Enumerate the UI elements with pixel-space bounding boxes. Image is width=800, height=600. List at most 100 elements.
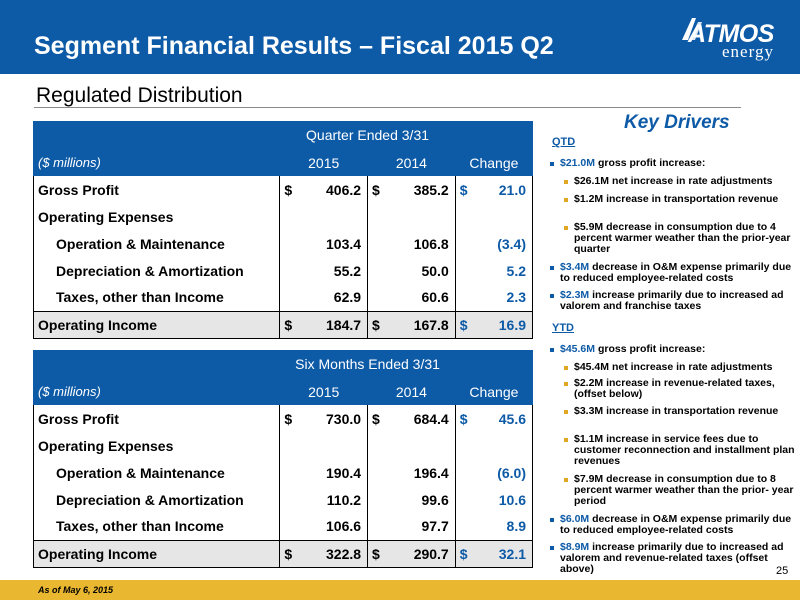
cell-value: 16.9 (498, 316, 526, 333)
row-label: Gross Profit (32, 405, 281, 432)
cell-value: 10.6 (498, 491, 526, 508)
driver-text: decrease in O&M expense primarily due to… (560, 261, 792, 284)
bullet-marker-icon (564, 478, 568, 482)
cell-value: 385.2 (413, 181, 449, 198)
cell-value: 290.7 (413, 545, 449, 562)
cell-change: $32.1 (454, 539, 534, 568)
cell-v2015: 106.6 (279, 513, 369, 540)
cell-value: 106.8 (413, 235, 449, 252)
cell-v2014 (367, 203, 456, 230)
row-label: Operating Expenses (32, 432, 281, 459)
driver-bullet: $5.9M decrease in consumption due to 4 p… (564, 221, 798, 255)
cell-v2015: $322.8 (279, 539, 369, 568)
table-row: Depreciation & Amortization 110.2 99.6 10.6 (32, 486, 534, 513)
driver-amount: $6.0M (560, 513, 590, 525)
footer-date-note: As of May 6, 2015 (38, 585, 114, 595)
cell-change: $45.6 (454, 405, 534, 432)
currency-symbol: $ (372, 410, 380, 427)
cell-value-wrap: $45.6 (460, 411, 526, 427)
key-drivers-title: Key Drivers (624, 112, 730, 133)
col-header-change: Change (454, 149, 534, 176)
driver-text: gross profit increase: (595, 343, 706, 355)
bullet-marker-icon (550, 266, 554, 270)
section-subtitle: Regulated Distribution (36, 84, 243, 107)
driver-text: $1.1M increase in service fees due to cu… (574, 433, 795, 467)
cell-change (454, 432, 534, 459)
cell-v2015: $406.2 (279, 176, 369, 203)
cell-v2015: $730.0 (279, 405, 369, 432)
quarter-results-table: Quarter Ended 3/31 ($ millions) 2015 201… (32, 121, 534, 339)
cell-value-wrap: $184.7 (284, 317, 361, 333)
cell-value: 45.6 (498, 410, 526, 427)
units-label: ($ millions) (32, 378, 281, 405)
cell-v2015: 103.4 (279, 230, 369, 257)
cell-value-wrap: $684.4 (372, 411, 449, 427)
bullet-marker-icon (564, 366, 568, 370)
cell-v2014: 50.0 (367, 257, 456, 284)
driver-bullet: $2.3M increase primarily due to increase… (550, 289, 796, 312)
driver-amount: $2.3M (560, 289, 590, 301)
currency-symbol: $ (459, 181, 468, 198)
col-header-2015: 2015 (279, 378, 369, 405)
currency-symbol: $ (459, 410, 468, 427)
currency-symbol: $ (372, 181, 380, 198)
col-header-2014: 2014 (367, 378, 456, 405)
row-label: Operation & Maintenance (32, 230, 281, 257)
driver-text: $5.9M decrease in consumption due to 4 p… (574, 221, 791, 255)
table-header-row: ($ millions) 2015 2014 Change (32, 149, 534, 176)
cell-value: 106.6 (326, 518, 362, 535)
driver-bullet: $3.4M decrease in O&M expense primarily … (550, 261, 796, 284)
driver-text: increase primarily due to increased ad v… (560, 289, 784, 312)
cell-value: 684.4 (413, 410, 449, 427)
cell-change: 2.3 (454, 284, 534, 311)
cell-v2014: $167.8 (367, 310, 456, 339)
period-label: YTD (552, 322, 574, 334)
driver-bullet: $21.0M gross profit increase: (550, 157, 796, 169)
cell-value: 167.8 (413, 316, 449, 333)
table-title: Six Months Ended 3/31 (279, 350, 456, 378)
cell-v2014 (367, 432, 456, 459)
six-month-results-table: Six Months Ended 3/31 ($ millions) 2015 … (32, 350, 534, 568)
table-row: Operating Expenses (32, 203, 534, 230)
cell-value: 32.1 (498, 545, 526, 562)
table-row: Operation & Maintenance 103.4 106.8 (3.4) (32, 230, 534, 257)
driver-bullet: $1.1M increase in service fees due to cu… (564, 433, 798, 467)
bullet-marker-icon (550, 518, 554, 522)
table-row: Operating Expenses (32, 432, 534, 459)
cell-v2015: 110.2 (279, 486, 369, 513)
cell-v2015: 190.4 (279, 459, 369, 486)
driver-bullet: $2.2M increase in revenue-related taxes,… (564, 378, 798, 400)
cell-change: (6.0) (454, 459, 534, 486)
cell-value: 99.6 (421, 491, 449, 508)
bullet-marker-icon (550, 348, 554, 352)
driver-text: gross profit increase: (595, 157, 706, 169)
currency-symbol: $ (284, 181, 293, 198)
currency-symbol: $ (372, 545, 380, 562)
cell-value: 184.7 (326, 316, 362, 333)
driver-text: $1.2M increase in transportation revenue (574, 193, 779, 205)
bullet-marker-icon (550, 162, 554, 166)
cell-change: 5.2 (454, 257, 534, 284)
table-row: Gross Profit $730.0 $684.4 $45.6 (32, 405, 534, 432)
table-title-row: Quarter Ended 3/31 (32, 121, 534, 149)
driver-text: increase primarily due to increased ad v… (560, 541, 784, 575)
currency-symbol: $ (459, 316, 468, 333)
cell-v2014: 60.6 (367, 284, 456, 311)
driver-bullet: $7.9M decrease in consumption due to 8 p… (564, 473, 798, 507)
driver-text: decrease in O&M expense primarily due to… (560, 513, 792, 536)
driver-amount: $45.6M (560, 343, 596, 355)
cell-value-wrap: $21.0 (460, 182, 526, 198)
table-row: Gross Profit $406.2 $385.2 $21.0 (32, 176, 534, 203)
table-title-row: Six Months Ended 3/31 (32, 350, 534, 378)
slide-title: Segment Financial Results – Fiscal 2015 … (34, 32, 554, 60)
table-row: Operating Income $184.7 $167.8 $16.9 (32, 310, 534, 339)
footer-bar (0, 580, 800, 600)
cell-value: 50.0 (421, 262, 449, 279)
row-label: Operating Expenses (32, 203, 281, 230)
cell-v2015 (279, 432, 369, 459)
driver-amount: $8.9M (560, 541, 590, 553)
driver-text: $7.9M decrease in consumption due to 8 p… (574, 473, 794, 507)
logo-text-bottom: energy (722, 42, 774, 61)
row-label: Operation & Maintenance (32, 459, 281, 486)
cell-value-wrap: $290.7 (372, 546, 449, 562)
